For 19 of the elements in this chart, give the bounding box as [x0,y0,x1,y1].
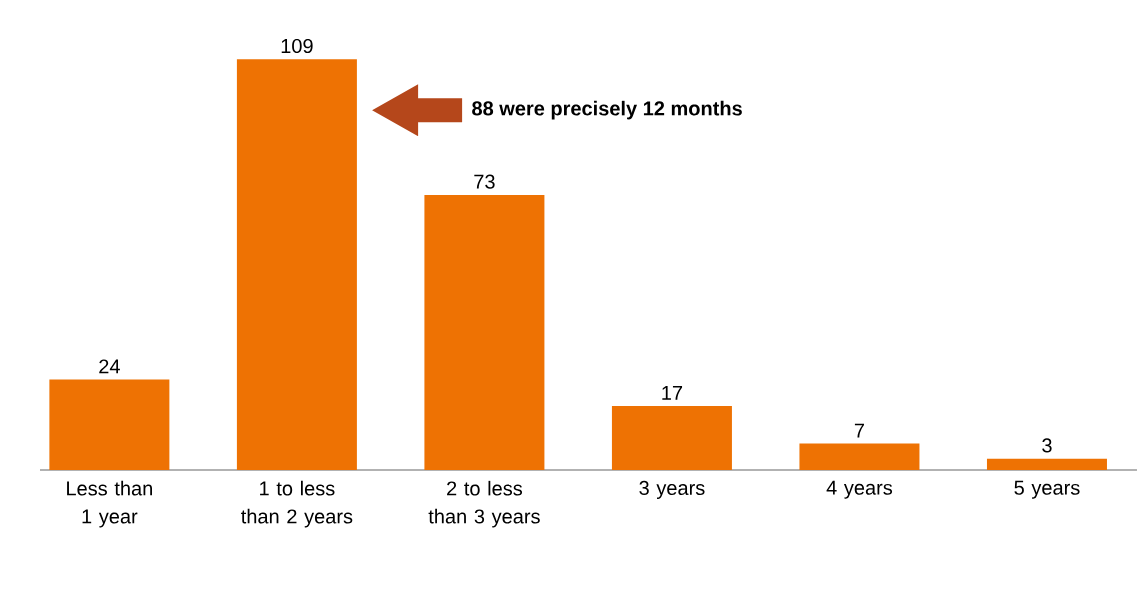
x-tick-label: 5 years [1014,480,1080,499]
x-tick-label: 2 to less than 3 years [428,480,540,528]
x-tick-label: 4 years [826,480,893,499]
bar [49,379,170,470]
bar [611,405,732,470]
data-label: 73 [474,174,495,189]
data-label: 7 [854,423,865,438]
data-label: 109 [281,38,313,54]
data-label: 24 [99,359,120,374]
bar [236,59,357,470]
bar [424,194,545,470]
bar [799,443,920,470]
data-label: 17 [662,385,683,400]
annotation: 88 were precisely 12 months [472,100,742,120]
x-tick-label: 3 years [639,480,705,499]
data-label: 3 [1042,438,1052,453]
bar [986,458,1107,470]
x-tick-label: 1 to less than 2 years [241,480,353,528]
x-tick-label: Less than 1 year [67,480,152,528]
